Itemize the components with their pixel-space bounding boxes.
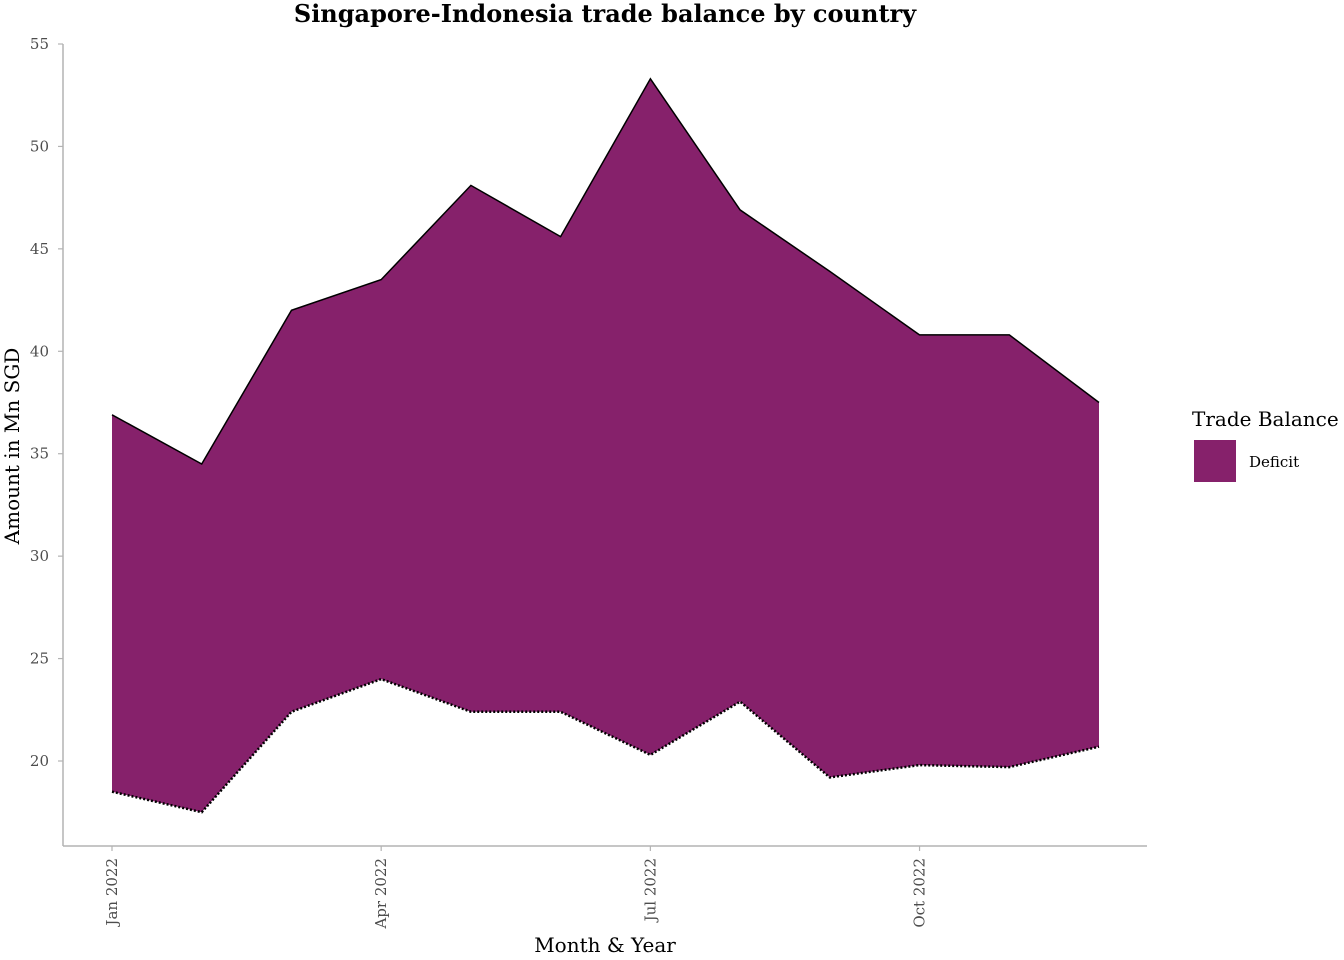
legend-label-deficit: Deficit <box>1249 453 1299 471</box>
x-tick-label: Apr 2022 <box>372 858 390 930</box>
x-tick-label: Oct 2022 <box>911 858 929 928</box>
area-deficit <box>112 78 1099 813</box>
y-tick-label: 45 <box>30 240 49 258</box>
y-tick-label: 40 <box>30 342 49 360</box>
x-axis-title: Month & Year <box>534 933 676 957</box>
legend-key-deficit <box>1194 440 1236 482</box>
y-tick-label: 50 <box>30 137 49 155</box>
y-axis-title: Amount in Mn SGD <box>0 348 24 546</box>
y-tick-label: 25 <box>30 650 49 668</box>
lower-boundary-line <box>111 677 1100 814</box>
y-tick-label: 30 <box>30 547 49 565</box>
chart-title: Singapore-Indonesia trade balance by cou… <box>294 0 917 28</box>
y-tick-label: 20 <box>30 752 49 770</box>
upper-boundary-line <box>111 77 1100 466</box>
legend-title: Trade Balance <box>1192 407 1339 431</box>
y-tick-label: 55 <box>30 35 49 53</box>
plot-area <box>111 77 1100 814</box>
legend: Trade Balance Deficit <box>1192 407 1339 482</box>
y-tick-label: 35 <box>30 445 49 463</box>
x-axis: Jan 2022 Apr 2022 Jul 2022 Oct 2022 <box>103 846 929 930</box>
x-tick-label: Jan 2022 <box>103 858 121 928</box>
x-tick-label: Jul 2022 <box>641 858 659 923</box>
y-axis: 20 25 30 35 40 45 50 55 <box>30 35 63 770</box>
